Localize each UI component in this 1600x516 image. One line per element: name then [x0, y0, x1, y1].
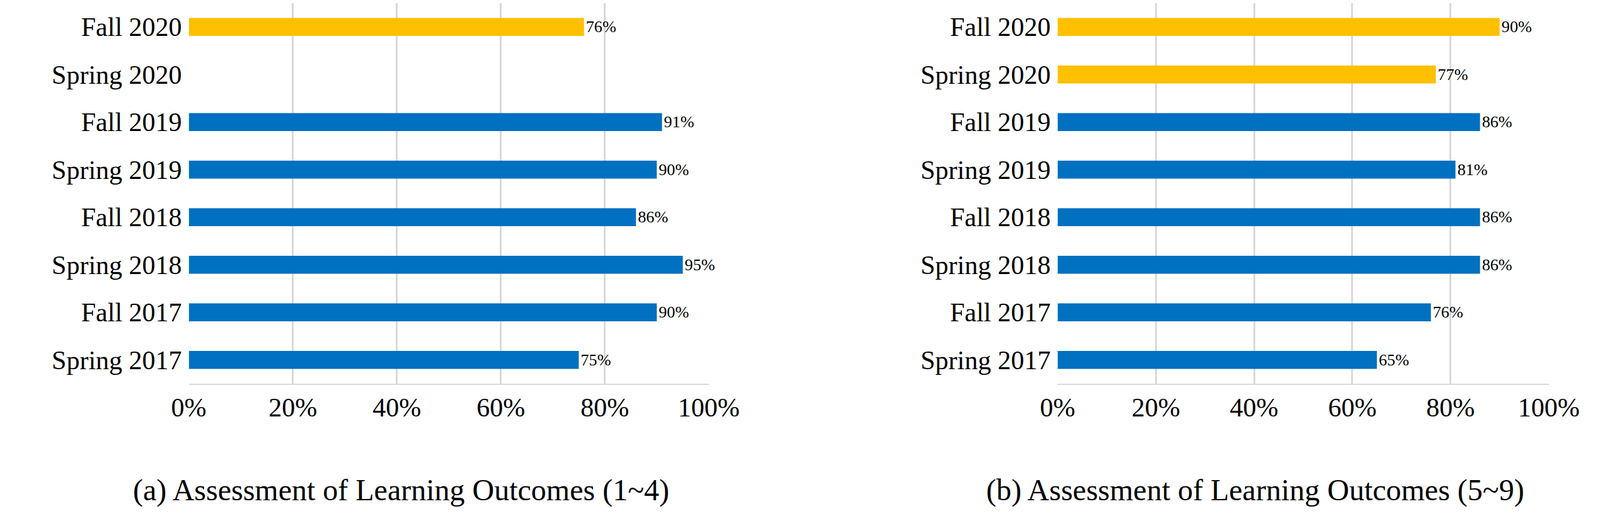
svg-text:Spring 2020: Spring 2020	[920, 60, 1052, 90]
svg-text:(b) Assessment of Learning Out: (b) Assessment of Learning Outcomes (5~9…	[986, 473, 1525, 508]
svg-text:Spring 2019: Spring 2019	[920, 155, 1052, 185]
svg-text:86%: 86%	[637, 207, 668, 227]
svg-text:20%: 20%	[268, 393, 317, 423]
svg-text:Fall 2020: Fall 2020	[81, 12, 183, 42]
svg-text:Spring 2020: Spring 2020	[51, 60, 183, 90]
svg-text:81%: 81%	[1457, 160, 1488, 179]
svg-text:75%: 75%	[580, 351, 611, 370]
svg-text:86%: 86%	[1482, 255, 1513, 275]
svg-text:90%: 90%	[658, 160, 689, 179]
svg-text:Spring 2017: Spring 2017	[51, 345, 183, 375]
svg-text:Fall 2017: Fall 2017	[949, 298, 1051, 328]
svg-text:Spring 2018: Spring 2018	[51, 250, 183, 280]
svg-text:77%: 77%	[1437, 65, 1468, 84]
svg-text:Spring 2017: Spring 2017	[920, 345, 1052, 375]
svg-text:100%: 100%	[678, 393, 740, 423]
svg-text:Fall 2019: Fall 2019	[949, 107, 1051, 137]
svg-text:90%: 90%	[658, 303, 689, 322]
svg-text:76%: 76%	[586, 17, 617, 36]
svg-text:Fall 2018: Fall 2018	[81, 202, 183, 232]
svg-text:Fall 2018: Fall 2018	[949, 202, 1051, 232]
svg-text:(a) Assessment of Learning Out: (a) Assessment of Learning Outcomes (1~4…	[132, 473, 670, 508]
svg-text:0%: 0%	[1039, 393, 1076, 423]
svg-text:80%: 80%	[580, 393, 629, 423]
svg-text:60%: 60%	[476, 393, 525, 423]
svg-text:76%: 76%	[1433, 303, 1464, 322]
svg-text:86%: 86%	[1482, 207, 1513, 227]
svg-text:Fall 2020: Fall 2020	[949, 12, 1051, 42]
svg-text:60%: 60%	[1327, 393, 1377, 423]
svg-text:91%: 91%	[664, 112, 695, 132]
svg-text:95%: 95%	[684, 255, 716, 275]
svg-text:0%: 0%	[171, 393, 207, 423]
svg-text:100%: 100%	[1518, 393, 1580, 423]
svg-text:20%: 20%	[1131, 393, 1181, 423]
svg-text:40%: 40%	[1230, 393, 1279, 423]
svg-text:Fall 2017: Fall 2017	[81, 298, 183, 328]
svg-text:Spring 2019: Spring 2019	[51, 155, 183, 185]
svg-text:Fall 2019: Fall 2019	[81, 107, 183, 137]
svg-text:40%: 40%	[372, 393, 421, 423]
svg-text:65%: 65%	[1378, 351, 1410, 370]
svg-text:90%: 90%	[1501, 17, 1532, 36]
svg-text:Spring 2018: Spring 2018	[920, 250, 1052, 280]
svg-text:86%: 86%	[1482, 112, 1513, 132]
svg-text:80%: 80%	[1426, 393, 1475, 423]
